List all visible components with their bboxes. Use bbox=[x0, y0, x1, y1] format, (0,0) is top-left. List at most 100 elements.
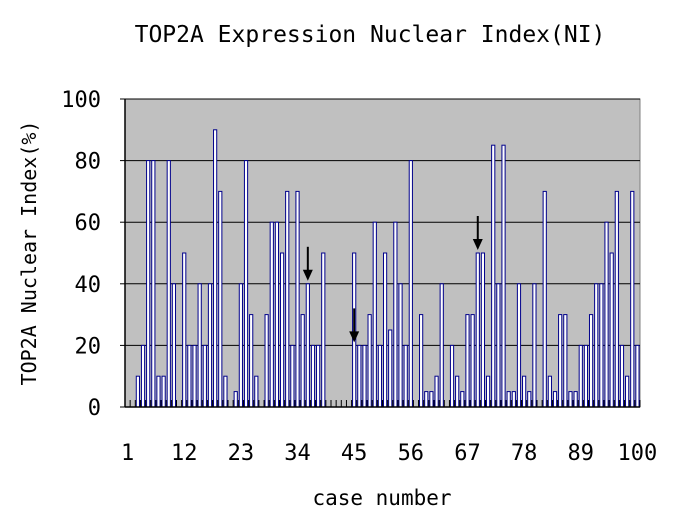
bar-case-88 bbox=[573, 391, 578, 408]
x-tick-label: 12 bbox=[171, 441, 198, 466]
y-tick-label: 20 bbox=[75, 334, 102, 359]
bar-case-97 bbox=[619, 344, 625, 408]
bar-case-17 bbox=[207, 283, 213, 408]
bar-case-54 bbox=[398, 283, 403, 408]
bar-case-58 bbox=[419, 314, 424, 408]
bar-case-35 bbox=[300, 314, 305, 408]
x-tick-label: 1 bbox=[121, 441, 134, 466]
y-tick-label: 40 bbox=[75, 273, 102, 298]
bar-case-91 bbox=[588, 314, 594, 408]
bar-case-38 bbox=[316, 344, 321, 408]
bar-case-30 bbox=[274, 221, 280, 408]
bar-case-79 bbox=[527, 391, 532, 408]
bar-case-77 bbox=[516, 283, 522, 408]
bar-case-37 bbox=[310, 344, 316, 408]
bar-case-23 bbox=[238, 283, 243, 408]
bar-case-95 bbox=[609, 252, 614, 408]
bar-case-86 bbox=[563, 314, 568, 408]
bar-case-85 bbox=[558, 314, 563, 408]
bar-case-10 bbox=[171, 283, 177, 408]
x-tick-label: 67 bbox=[454, 441, 481, 466]
bar-case-94 bbox=[604, 221, 609, 408]
bar-case-15 bbox=[197, 283, 202, 408]
arrow-annotation-case-69 bbox=[472, 216, 483, 250]
bar-case-82 bbox=[542, 190, 547, 408]
bar-case-87 bbox=[568, 391, 573, 408]
x-tick-label: 45 bbox=[341, 441, 368, 466]
bar-case-62 bbox=[439, 283, 444, 408]
bar-case-4 bbox=[140, 344, 146, 408]
bar-case-13 bbox=[187, 344, 192, 408]
bar-case-5 bbox=[146, 160, 151, 408]
bar-case-98 bbox=[625, 375, 630, 408]
bar-case-67 bbox=[465, 314, 470, 408]
annotations bbox=[302, 216, 483, 343]
x-axis-label: case number bbox=[312, 486, 451, 510]
x-tick-label: 56 bbox=[398, 441, 425, 466]
axes bbox=[120, 98, 641, 408]
bar-case-68 bbox=[470, 314, 475, 408]
bar-case-74 bbox=[501, 144, 506, 408]
bar-case-78 bbox=[522, 375, 527, 408]
bar-case-26 bbox=[254, 375, 259, 408]
bar-case-75 bbox=[506, 391, 511, 408]
bar-case-72 bbox=[491, 144, 496, 408]
bar-case-9 bbox=[166, 160, 171, 408]
bar-case-52 bbox=[388, 329, 393, 408]
bar-case-47 bbox=[362, 344, 367, 408]
bars bbox=[135, 129, 640, 408]
x-tick-label: 78 bbox=[511, 441, 538, 466]
bar-case-29 bbox=[269, 221, 274, 408]
bar-case-32 bbox=[285, 190, 290, 408]
bar-case-19 bbox=[218, 190, 223, 408]
bar-case-6 bbox=[151, 160, 156, 408]
bar-case-80 bbox=[532, 283, 537, 408]
bar-case-66 bbox=[460, 391, 465, 408]
bar-case-89 bbox=[578, 344, 583, 408]
y-axis-label: TOP2A Nuclear Index(%) bbox=[17, 121, 41, 386]
bar-case-71 bbox=[485, 375, 491, 408]
x-tick-label: 34 bbox=[284, 441, 311, 466]
bar-case-20 bbox=[223, 375, 228, 408]
bar-case-31 bbox=[279, 252, 285, 408]
bar-case-55 bbox=[403, 344, 408, 408]
bar-case-16 bbox=[202, 344, 207, 408]
arrow-annotation-case-45 bbox=[349, 308, 360, 343]
bar-case-34 bbox=[295, 190, 300, 408]
bar-case-93 bbox=[599, 283, 604, 408]
bar-case-96 bbox=[614, 190, 619, 408]
bar-case-46 bbox=[357, 344, 362, 408]
bar-case-8 bbox=[161, 375, 166, 408]
bar-case-73 bbox=[496, 283, 501, 408]
bar-case-39 bbox=[321, 252, 326, 408]
y-tick-label: 0 bbox=[88, 396, 101, 421]
plot-area bbox=[124, 98, 641, 408]
y-tick-label: 60 bbox=[75, 211, 102, 236]
bar-case-24 bbox=[243, 160, 249, 408]
bar-case-65 bbox=[455, 375, 460, 408]
bar-case-36 bbox=[305, 283, 310, 408]
bar-case-3 bbox=[135, 375, 140, 408]
bar-case-56 bbox=[408, 160, 413, 408]
bar-case-12 bbox=[182, 252, 187, 408]
bar-case-59 bbox=[424, 391, 429, 408]
bar-case-18 bbox=[213, 129, 218, 408]
x-tick-labels: 1 12 23 34 45 56 67 78 89 100 bbox=[121, 441, 657, 466]
bar-case-83 bbox=[547, 375, 552, 408]
bar-case-48 bbox=[367, 314, 372, 408]
bar-case-53 bbox=[393, 221, 398, 408]
bar-case-60 bbox=[429, 391, 434, 408]
bar-case-7 bbox=[156, 375, 161, 408]
bar-case-49 bbox=[372, 221, 377, 408]
bar-case-70 bbox=[480, 252, 486, 408]
x-tick-label: 89 bbox=[568, 441, 595, 466]
y-tick-label: 100 bbox=[61, 88, 101, 113]
bar-case-76 bbox=[511, 391, 516, 408]
arrow-annotation-case-36 bbox=[302, 246, 313, 281]
bar-case-61 bbox=[434, 375, 439, 408]
bar-case-14 bbox=[192, 344, 197, 408]
chart-title: TOP2A Expression Nuclear Index(NI) bbox=[135, 22, 606, 48]
bar-case-99 bbox=[630, 190, 635, 408]
bar-case-50 bbox=[377, 344, 383, 408]
